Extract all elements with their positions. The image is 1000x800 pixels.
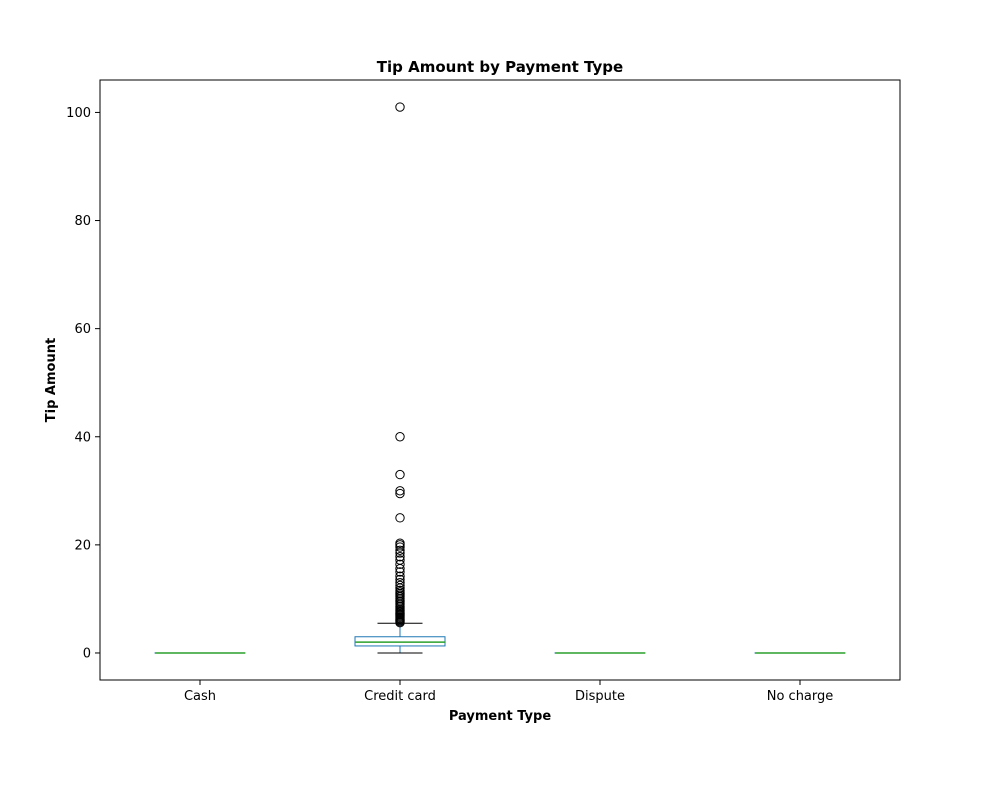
y-tick-label: 40 [74,430,91,445]
outlier-point [395,102,405,112]
x-tick-label: Credit card [364,689,436,704]
x-tick-label: Cash [184,689,216,704]
outlier-point [395,488,405,499]
outlier-point [395,542,405,552]
outlier-point [395,574,405,585]
y-tick-label: 100 [66,106,91,121]
y-tick-label: 0 [83,646,91,661]
box-group [354,102,446,654]
outlier-point [395,432,405,442]
chart-title: Tip Amount by Payment Type [377,58,623,76]
outlier-point [395,567,405,577]
plot-frame [99,79,901,681]
outlier-point [395,513,405,523]
outlier-point [395,486,405,496]
y-axis: 0 20 40 60 80 100 [66,106,100,661]
outlier-point [395,538,405,548]
outlier-point [395,545,405,555]
outlier-point [395,578,405,588]
box-iqr [354,636,446,647]
x-tick-label: Dispute [575,689,625,704]
y-tick-label: 60 [74,322,91,337]
x-tick-label: No charge [767,689,834,704]
x-axis-title: Payment Type [449,709,551,724]
y-axis-title: Tip Amount [44,338,59,422]
outlier-point [395,559,405,570]
outlier-point [395,571,405,581]
chart-marks [154,102,846,654]
y-tick-label: 80 [74,214,91,229]
outlier-point [395,555,405,565]
x-axis: Cash Credit card Dispute No charge [184,680,833,704]
outlier-point [395,552,405,562]
outlier-point [395,469,405,480]
outlier-point [395,580,405,591]
outlier-point [395,585,405,595]
plot-area [100,80,900,680]
y-tick-label: 20 [74,538,91,553]
